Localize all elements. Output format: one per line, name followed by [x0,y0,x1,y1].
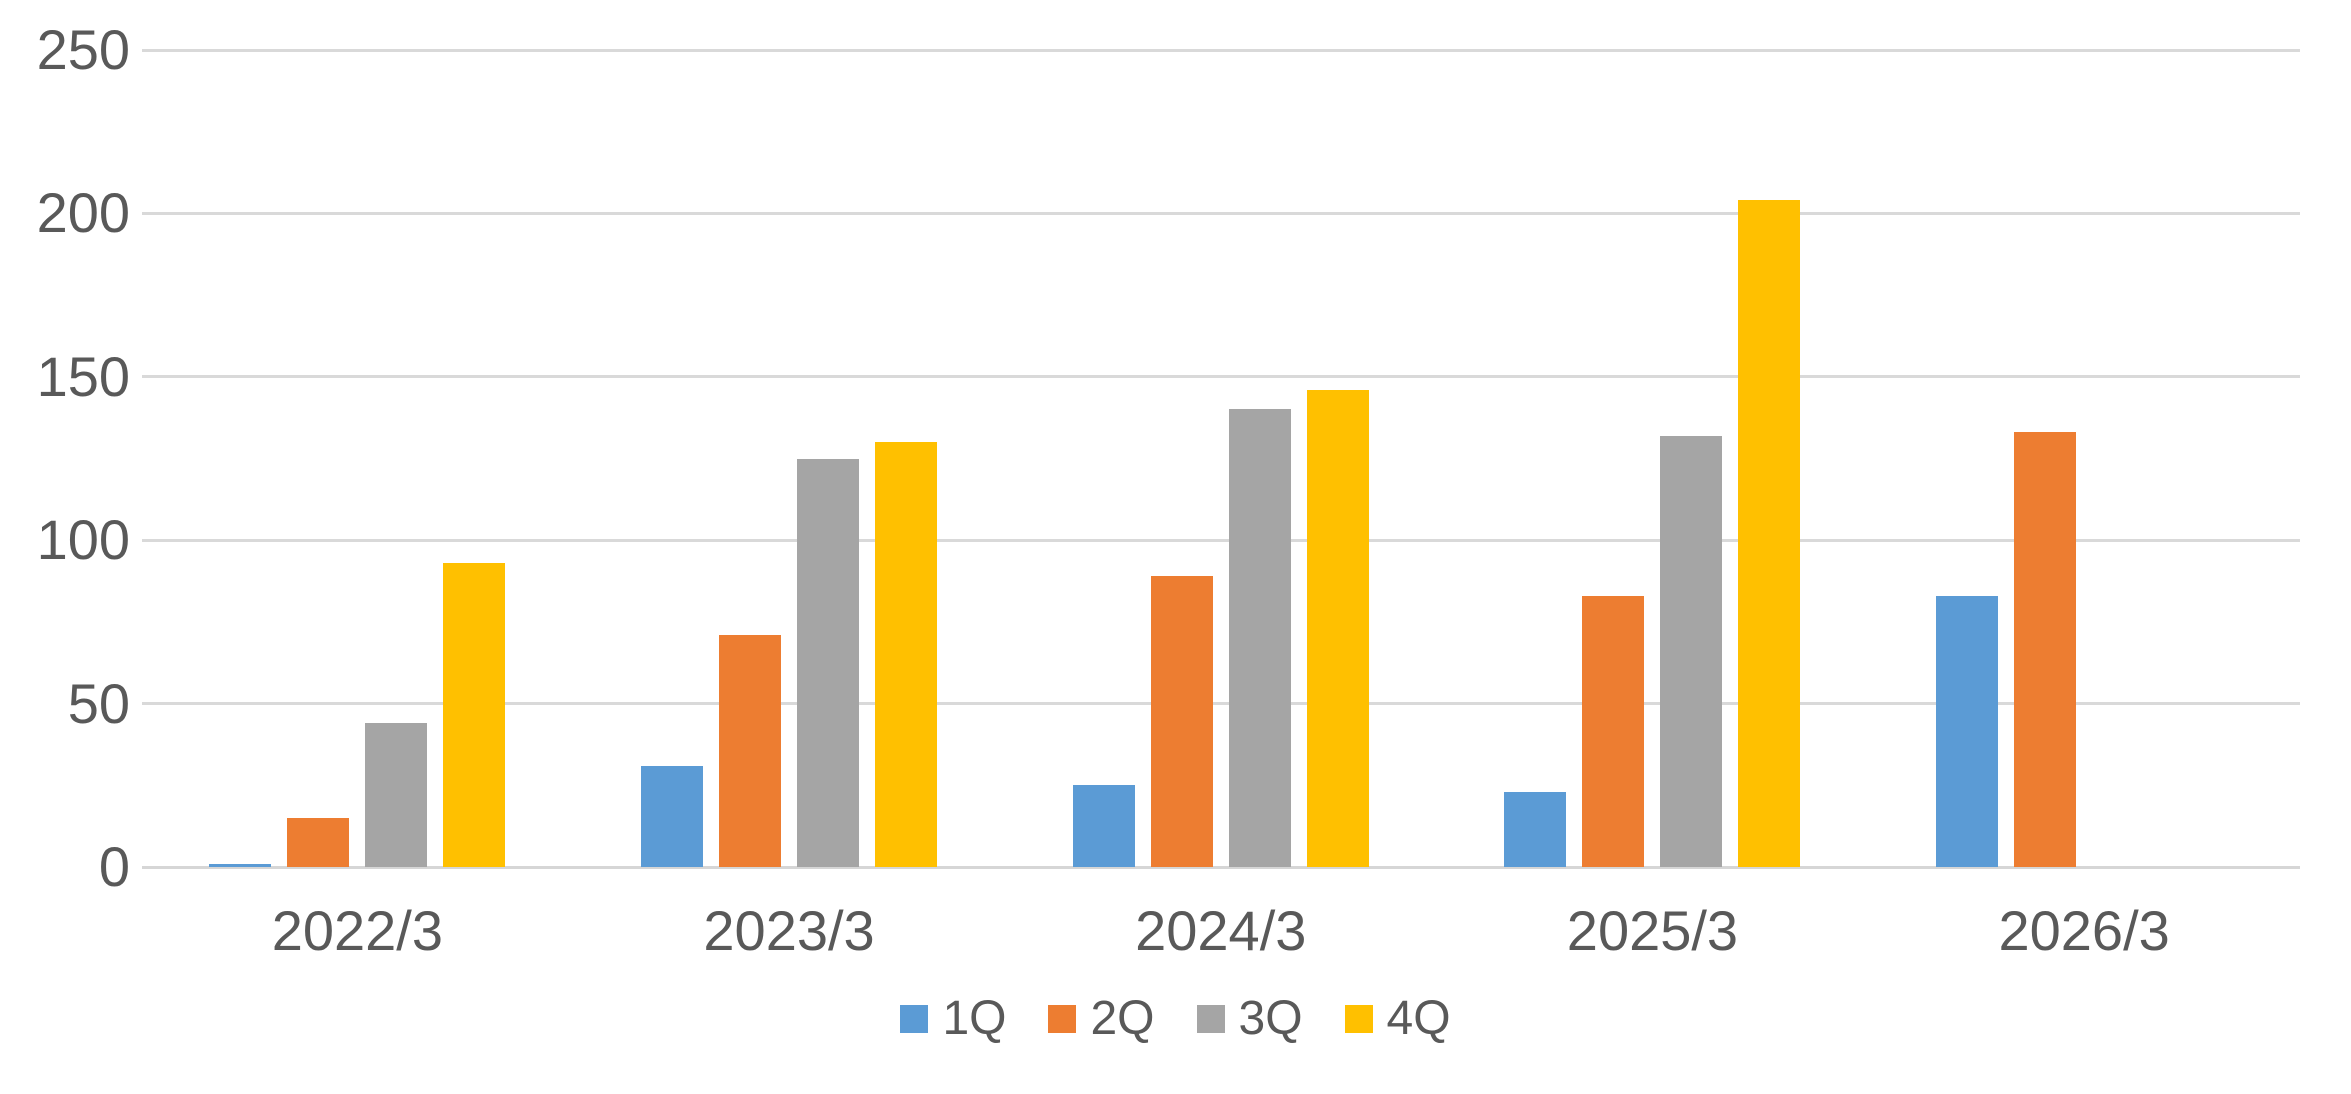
bar-2024/3-4Q [1306,389,1369,867]
bar-2024/3-1Q [1072,785,1135,867]
bar-2024/3-3Q [1228,409,1291,867]
x-tick-label-2023/3: 2023/3 [703,899,875,962]
legend-swatch-icon-2q [1048,1005,1077,1033]
x-tick-label-2024/3: 2024/3 [1135,899,1307,962]
legend-label-2q: 2Q [1090,992,1155,1045]
gridline-200 [141,211,2300,215]
bar-2025/3-2Q [1582,595,1645,867]
legend-item-3q: 3Q [1196,992,1303,1045]
bar-2025/3-3Q [1660,435,1723,867]
x-tick-label-2025/3: 2025/3 [1566,899,1739,962]
legend-item-4q: 4Q [1344,992,1451,1045]
bar-2023/3-1Q [641,765,704,867]
bar-2026/3-2Q [2014,432,2077,867]
gridline-150 [141,375,2300,379]
y-tick-label-100: 100 [36,508,130,572]
bar-2023/3-3Q [797,458,860,867]
y-tick-label-200: 200 [36,181,130,245]
x-tick-label-2022/3: 2022/3 [271,899,443,962]
bar-2025/3-1Q [1504,791,1567,867]
bar-2023/3-2Q [719,634,782,867]
legend-item-2q: 2Q [1048,992,1155,1045]
legend: 1Q 2Q 3Q 4Q [0,995,2351,1043]
legend-swatch-icon-1q [900,1005,929,1033]
x-tick-label-2026/3: 2026/3 [1998,899,2170,962]
bar-2022/3-1Q [209,863,272,867]
y-tick-label-0: 0 [98,835,130,898]
x-axis-line [141,865,2300,869]
y-tick-label-50: 50 [67,671,130,735]
bar-2025/3-4Q [1738,200,1801,867]
legend-swatch-icon-4q [1344,1005,1373,1033]
legend-label-1q: 1Q [942,992,1007,1045]
legend-label-3q: 3Q [1238,992,1303,1045]
bar-2022/3-2Q [287,817,350,867]
bar-2022/3-3Q [365,723,428,867]
gridline-50 [141,702,2300,706]
bar-2023/3-4Q [875,442,938,867]
y-tick-label-250: 250 [36,18,130,81]
gridline-250 [141,48,2300,52]
bar-2022/3-4Q [443,563,506,867]
legend-label-4q: 4Q [1386,992,1451,1045]
legend-item-1q: 1Q [900,995,1006,1043]
y-tick-label-150: 150 [36,344,130,408]
bar-2024/3-2Q [1150,576,1213,867]
legend-swatch-icon-3q [1196,1005,1225,1033]
gridline-100 [141,538,2300,542]
bar-2026/3-1Q [1936,595,1999,867]
